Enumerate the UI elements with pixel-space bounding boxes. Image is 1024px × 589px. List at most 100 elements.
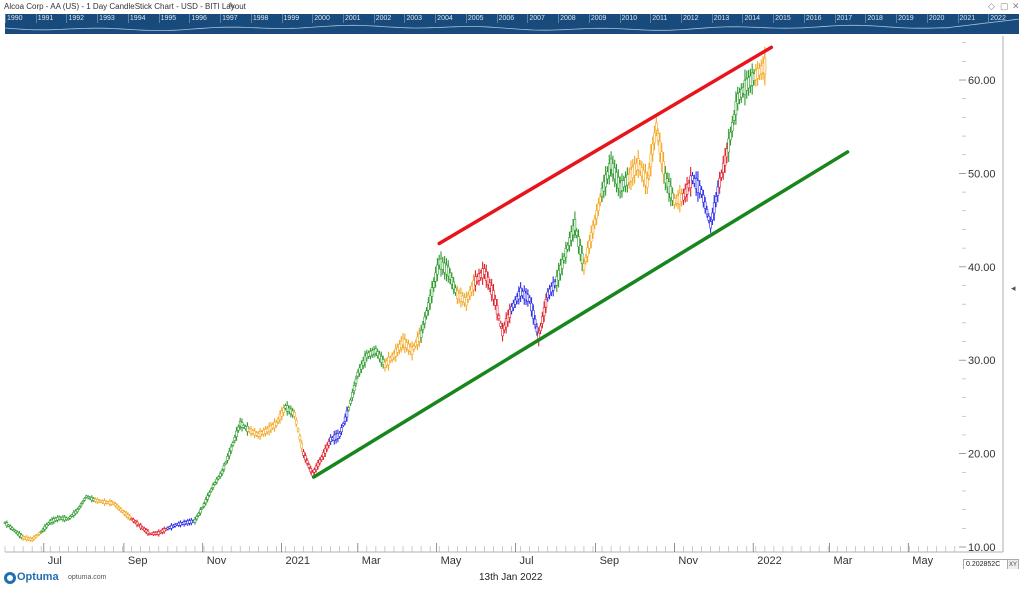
candle (5, 520, 9, 528)
logo-url[interactable]: optuma.com (68, 574, 107, 581)
candle (506, 309, 510, 327)
window-icon[interactable]: ▢ (1000, 1, 1009, 11)
overview-year-label: 1996 (191, 15, 207, 22)
candle (211, 482, 215, 491)
candle (555, 269, 559, 292)
candle (468, 286, 472, 301)
candle (313, 467, 316, 475)
candle (276, 416, 280, 425)
diamond-icon[interactable]: ◇ (988, 1, 995, 11)
candle (575, 228, 579, 239)
candle (559, 258, 562, 281)
candle (490, 278, 493, 302)
candle (604, 166, 607, 196)
overview-year-label: 2008 (560, 15, 576, 22)
candle (83, 497, 86, 502)
candle (361, 356, 365, 370)
close-icon[interactable]: ✕ (1012, 1, 1020, 11)
candle (200, 506, 204, 510)
history-overview-bar[interactable]: 1990 1991 1992 1993 1994 1995 1996 1997 1998 1999… (5, 14, 1019, 34)
candle (542, 301, 546, 322)
y-tick-label: 10.00 (968, 542, 996, 554)
candle (671, 187, 674, 206)
candle (43, 524, 47, 532)
candle (691, 171, 694, 185)
candle (454, 284, 457, 296)
candle (237, 424, 240, 433)
candle (280, 406, 284, 421)
candle (410, 341, 414, 361)
overview-year-label: 1991 (37, 15, 54, 22)
support-trendline[interactable] (312, 150, 850, 479)
candle (231, 440, 235, 448)
candle (452, 276, 455, 295)
candle (360, 360, 363, 374)
candle (647, 162, 651, 181)
candle (302, 449, 305, 459)
candle (318, 457, 322, 466)
candle (732, 110, 736, 125)
candle (114, 502, 117, 508)
candle (47, 521, 50, 526)
candle (734, 91, 738, 125)
candle (484, 264, 488, 288)
candle (607, 154, 611, 185)
price-chart[interactable]: 10.00 20.00 30.00 40.00 50.00 60.00 Jul Sep Nov… (0, 0, 1024, 569)
candle (504, 312, 508, 334)
candle (351, 388, 354, 402)
candle (595, 203, 598, 226)
candle (499, 320, 503, 329)
value-tag[interactable]: XY (1007, 559, 1019, 571)
candle (662, 151, 665, 184)
candle (356, 369, 360, 380)
candle (300, 439, 304, 452)
candle (579, 238, 582, 262)
candle (193, 516, 197, 525)
resistance-trendline[interactable] (437, 45, 774, 246)
overview-year-label: 2015 (775, 15, 791, 22)
candle (551, 276, 555, 297)
x-tick-label: 2022 (757, 555, 781, 567)
candle (204, 496, 208, 506)
candle (224, 460, 228, 466)
candle (139, 522, 142, 531)
candle (423, 312, 427, 329)
candle (72, 510, 76, 518)
chart-title: Alcoa Corp - AA (US) - 1 Day CandleStick… (4, 2, 246, 11)
x-tick-label: Jul (519, 555, 533, 567)
candle (586, 241, 589, 263)
candle (651, 136, 654, 162)
collapse-arrow-icon[interactable]: ◂ (1011, 283, 1016, 293)
overview-year-label: 2013 (713, 15, 730, 22)
candle (669, 177, 673, 207)
candle (448, 268, 452, 285)
y-tick-label: 50.00 (968, 168, 996, 180)
candle (30, 537, 34, 542)
pencil-icon[interactable]: ✎ (228, 1, 236, 11)
candle (298, 433, 302, 443)
candle (700, 186, 703, 199)
candle (664, 166, 667, 191)
candle (513, 296, 517, 309)
candle (689, 166, 692, 197)
overview-year-label: 2011 (652, 15, 668, 22)
overview-year-label: 2010 (621, 15, 638, 22)
candle (510, 303, 513, 315)
candle (600, 182, 604, 203)
overview-year-label: 2007 (529, 15, 545, 22)
candle (573, 211, 577, 239)
overview-year-label: 2012 (683, 15, 699, 22)
candle (316, 459, 320, 470)
candle (655, 117, 658, 137)
candle (135, 519, 139, 528)
candle (591, 220, 595, 239)
candle (278, 410, 282, 424)
candle (645, 171, 649, 195)
candle (304, 452, 307, 463)
candle (425, 307, 428, 320)
candle (67, 517, 70, 521)
candle (560, 252, 564, 276)
candle (34, 534, 38, 539)
candle (10, 526, 14, 531)
candle (340, 424, 343, 436)
